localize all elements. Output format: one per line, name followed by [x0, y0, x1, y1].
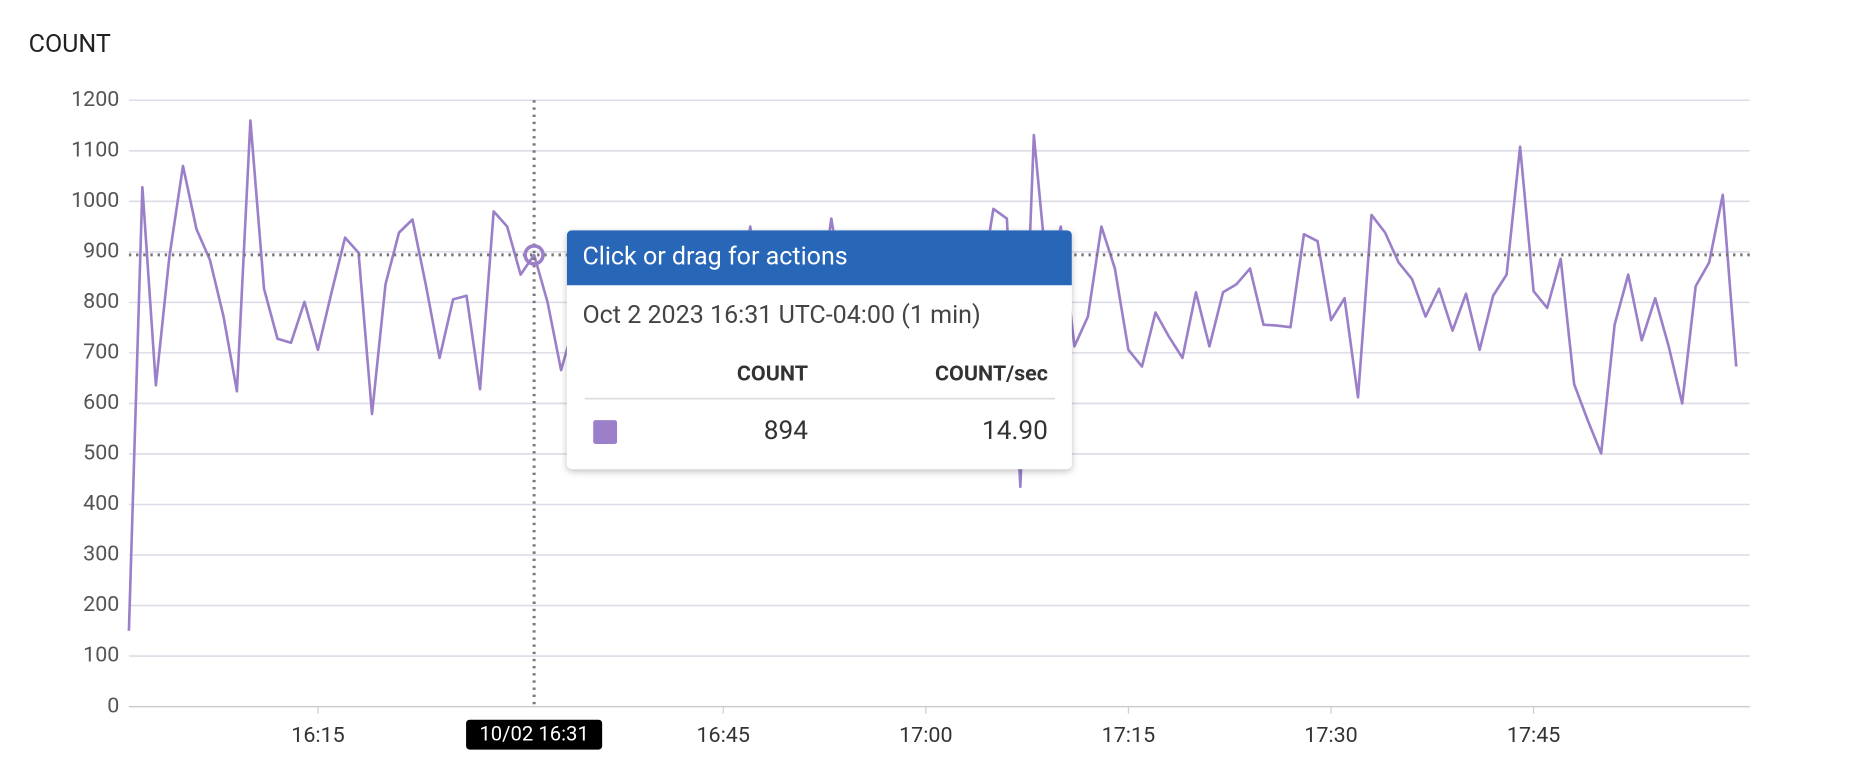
tooltip-box [566, 230, 1072, 470]
tooltip: Click or drag for actions Oct 2 2023 16:3… [566, 230, 1072, 470]
hover-point [523, 244, 545, 266]
y-tick-label: 900 [83, 239, 119, 264]
tooltip-column: COUNT/sec [935, 361, 1048, 386]
tooltip-header [566, 230, 1072, 286]
x-tick-label: 16:45 [696, 723, 749, 748]
y-tick-label: 1100 [71, 137, 119, 162]
y-tick-label: 200 [83, 592, 119, 617]
y-tick-label: 0 [107, 693, 119, 718]
x-tick-label: 16:15 [291, 723, 344, 748]
tooltip-value: 894 [764, 416, 809, 446]
tooltip-subtitle: Oct 2 2023 16:31 UTC-04:00 (1 min) [582, 301, 980, 330]
tooltip-swatch [593, 420, 618, 445]
x-tick-label: 17:30 [1304, 723, 1357, 748]
y-tick-label: 600 [83, 390, 119, 415]
y-tick-label: 400 [83, 491, 119, 516]
x-tick-label: 17:00 [899, 723, 952, 748]
y-tick-label: 1000 [71, 188, 119, 213]
x-tick-label: 17:45 [1507, 723, 1560, 748]
y-axis-title: COUNT [29, 30, 111, 59]
time-badge-label: 10/02 16:31 [479, 722, 588, 746]
y-tick-label: 300 [83, 542, 119, 567]
x-tick-label: 17:15 [1102, 723, 1155, 748]
time-badge [466, 719, 603, 750]
y-tick-label: 800 [83, 289, 119, 314]
tooltip-title[interactable]: Click or drag for actions [582, 242, 847, 271]
tooltip-column: COUNT [737, 361, 808, 386]
y-tick-label: 700 [83, 340, 119, 365]
tooltip-rate: 14.90 [982, 416, 1048, 446]
y-tick-label: 100 [83, 643, 119, 668]
y-tick-label: 1200 [71, 87, 119, 112]
y-tick-label: 500 [83, 441, 119, 466]
